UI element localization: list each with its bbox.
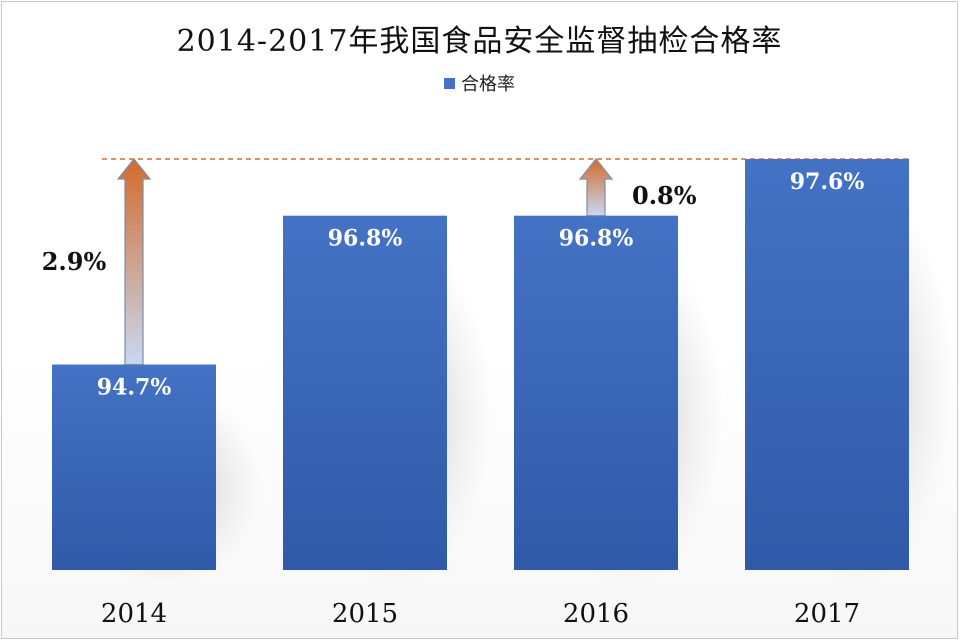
legend: 合格率 [2, 70, 957, 96]
x-axis-ticks: 2014 2015 2016 2017 [101, 599, 860, 629]
increase-arrows: 2.9% 0.8% [42, 158, 697, 366]
bar-2016 [514, 215, 678, 571]
increase-arrow [578, 158, 614, 217]
bar-value-label: 96.8% [559, 226, 634, 252]
bar-2014 [52, 364, 216, 570]
bar-value-label: 94.7% [97, 375, 172, 401]
x-tick-label: 2016 [563, 599, 629, 629]
legend-swatch [444, 78, 455, 89]
bar-2015 [283, 215, 447, 571]
x-tick-label: 2015 [332, 599, 398, 629]
bar-2017 [745, 159, 909, 570]
increase-arrow [116, 158, 152, 366]
legend-label: 合格率 [461, 74, 515, 95]
x-tick-label: 2014 [101, 599, 167, 629]
chart-title: 2014-2017年我国食品安全监督抽检合格率 [176, 24, 783, 59]
increase-label: 0.8% [632, 181, 697, 210]
bar-value-label: 96.8% [328, 226, 403, 252]
bars: 94.7% 96.8% 96.8% 97.6% [52, 159, 909, 571]
bar-value-label: 97.6% [790, 169, 865, 195]
x-tick-label: 2017 [794, 599, 860, 629]
increase-label: 2.9% [42, 247, 107, 276]
